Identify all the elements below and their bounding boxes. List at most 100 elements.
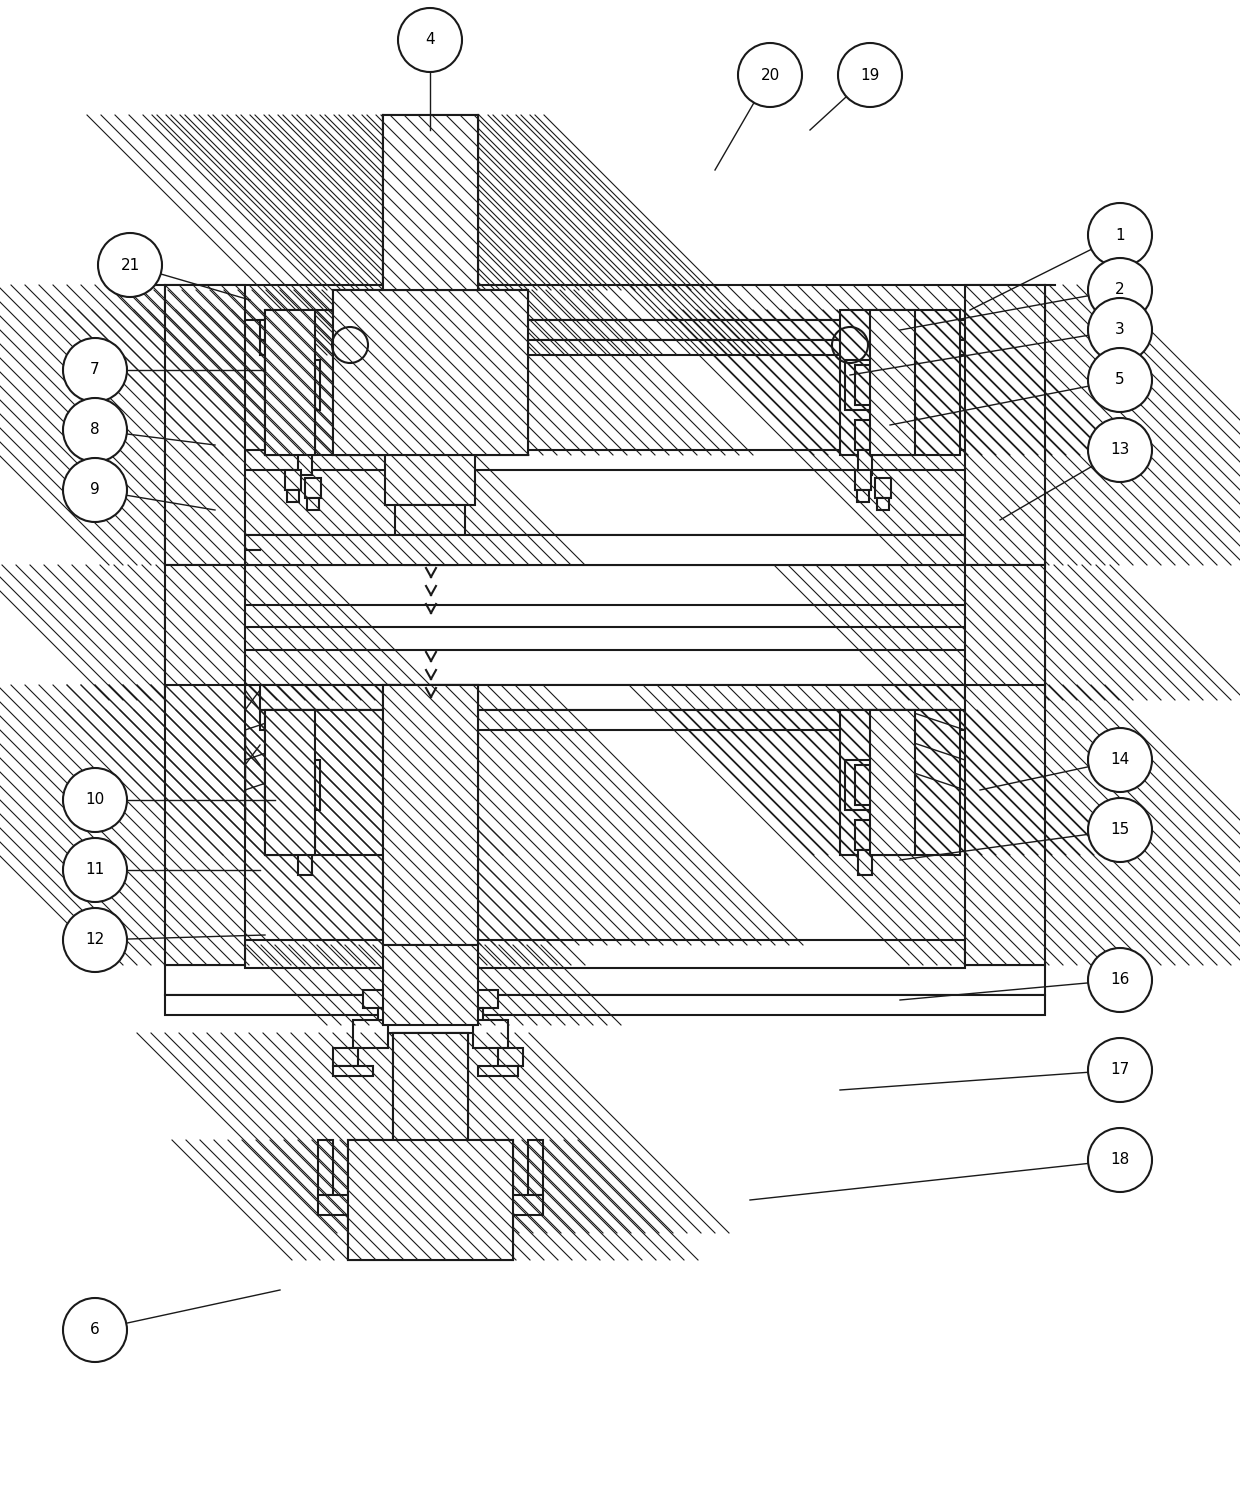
Bar bbox=[265, 360, 320, 410]
Bar bbox=[265, 309, 384, 455]
Bar bbox=[383, 114, 477, 355]
Bar bbox=[305, 477, 321, 498]
Bar bbox=[877, 498, 889, 510]
Bar bbox=[165, 451, 1045, 470]
Bar bbox=[260, 320, 970, 341]
Circle shape bbox=[398, 7, 463, 71]
Bar bbox=[265, 709, 384, 855]
Bar bbox=[965, 286, 1045, 565]
Bar bbox=[383, 114, 477, 355]
Bar bbox=[348, 1141, 513, 1259]
Text: 8: 8 bbox=[91, 422, 99, 437]
Circle shape bbox=[1087, 949, 1152, 1013]
Bar bbox=[498, 1048, 523, 1066]
Bar bbox=[477, 1066, 518, 1077]
Bar bbox=[165, 286, 246, 565]
Text: 21: 21 bbox=[120, 257, 140, 272]
Bar bbox=[317, 1196, 543, 1215]
Bar bbox=[965, 286, 1045, 565]
Bar bbox=[856, 819, 875, 851]
Text: 13: 13 bbox=[1110, 443, 1130, 458]
Bar bbox=[857, 491, 869, 503]
Bar bbox=[839, 709, 960, 855]
Circle shape bbox=[1087, 297, 1152, 361]
Bar bbox=[383, 114, 477, 290]
Bar bbox=[165, 686, 246, 965]
Bar bbox=[334, 290, 528, 455]
Bar bbox=[875, 477, 892, 498]
Bar bbox=[260, 686, 970, 709]
Circle shape bbox=[1087, 259, 1152, 323]
Text: 6: 6 bbox=[91, 1322, 100, 1337]
Bar bbox=[275, 764, 315, 804]
Text: 5: 5 bbox=[1115, 373, 1125, 388]
Bar bbox=[870, 309, 915, 455]
Circle shape bbox=[1087, 418, 1152, 482]
Text: 18: 18 bbox=[1110, 1152, 1130, 1167]
Bar bbox=[246, 940, 965, 968]
Text: 3: 3 bbox=[1115, 323, 1125, 338]
Circle shape bbox=[63, 839, 126, 903]
Bar bbox=[856, 470, 870, 491]
Bar bbox=[165, 605, 1045, 628]
Bar bbox=[844, 760, 900, 810]
Circle shape bbox=[63, 1298, 126, 1362]
Bar bbox=[295, 819, 315, 851]
Bar bbox=[393, 1033, 467, 1233]
Bar bbox=[839, 309, 960, 455]
Bar bbox=[265, 709, 315, 855]
Bar bbox=[317, 1141, 334, 1196]
Bar bbox=[965, 686, 1045, 965]
Bar bbox=[383, 686, 477, 946]
Bar bbox=[384, 455, 475, 506]
Bar bbox=[275, 364, 315, 404]
Bar bbox=[870, 709, 915, 855]
Bar bbox=[285, 470, 301, 491]
Bar bbox=[165, 286, 1045, 320]
Bar bbox=[384, 785, 475, 836]
Bar bbox=[246, 535, 965, 565]
Bar bbox=[528, 1141, 543, 1196]
Text: 16: 16 bbox=[1110, 972, 1130, 987]
Text: 19: 19 bbox=[861, 67, 879, 82]
Bar bbox=[165, 535, 1045, 565]
Text: 10: 10 bbox=[86, 793, 104, 807]
Bar bbox=[472, 1020, 508, 1048]
Bar bbox=[265, 760, 320, 810]
Bar bbox=[396, 836, 465, 865]
Circle shape bbox=[1087, 799, 1152, 862]
Bar bbox=[334, 1048, 358, 1066]
Bar bbox=[870, 709, 915, 855]
Bar bbox=[260, 709, 970, 730]
Bar bbox=[334, 1066, 373, 1077]
Circle shape bbox=[1087, 348, 1152, 412]
Bar bbox=[844, 360, 900, 410]
Text: 4: 4 bbox=[425, 33, 435, 48]
Bar bbox=[165, 565, 246, 700]
Text: 12: 12 bbox=[86, 932, 104, 947]
Bar bbox=[856, 419, 875, 451]
Bar bbox=[856, 764, 895, 804]
Bar bbox=[286, 491, 299, 503]
Circle shape bbox=[838, 43, 901, 107]
Bar bbox=[965, 565, 1045, 700]
Bar bbox=[396, 506, 465, 535]
Bar bbox=[393, 1033, 467, 1233]
Bar bbox=[405, 865, 455, 895]
Text: 15: 15 bbox=[1110, 822, 1130, 837]
Text: 7: 7 bbox=[91, 363, 99, 378]
Bar bbox=[856, 364, 895, 404]
Bar bbox=[165, 686, 246, 965]
Bar bbox=[165, 565, 246, 700]
Text: 9: 9 bbox=[91, 482, 100, 498]
Text: 20: 20 bbox=[760, 67, 780, 82]
Circle shape bbox=[1087, 1129, 1152, 1193]
Circle shape bbox=[63, 338, 126, 401]
Bar bbox=[383, 686, 477, 946]
Circle shape bbox=[1087, 204, 1152, 268]
Circle shape bbox=[98, 233, 162, 297]
Bar bbox=[348, 1141, 513, 1259]
Bar bbox=[368, 355, 494, 373]
Circle shape bbox=[738, 43, 802, 107]
Bar bbox=[334, 290, 528, 455]
